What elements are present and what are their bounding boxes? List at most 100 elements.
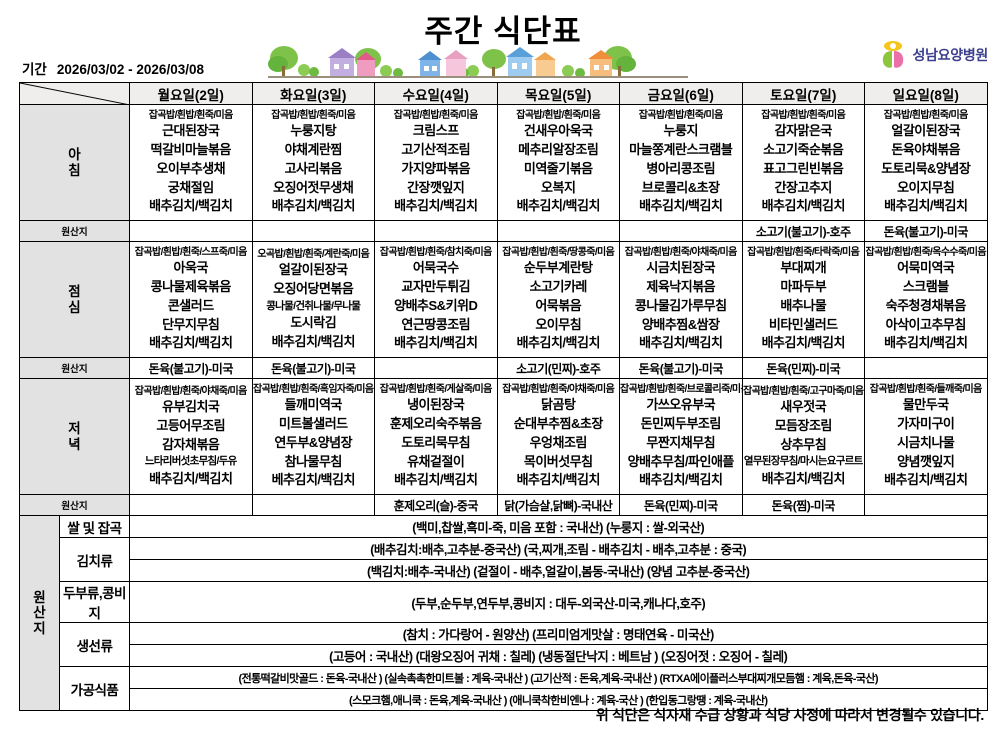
meal-cell-저녁-2[interactable]: 잡곡밥/흰밥/흰죽/게살죽/미음 냉이된장국 훈제오리숙주볶음 도토리묵무침 유채겉절이… bbox=[374, 378, 498, 495]
meal-origin-row-점심: 원산지 돈육(불고기)-미국 돈육(불고기)-미국 소고기(민찌)-호주 돈육(불고기)… bbox=[19, 357, 988, 379]
origin-cell-점심-3: 소고기(민찌)-호주 bbox=[496, 357, 620, 379]
origin-cell-저녁-1 bbox=[251, 494, 375, 516]
dish-item: 배추김치/백김치 bbox=[639, 335, 723, 351]
dish-item: 순두부계란탕 bbox=[523, 260, 593, 276]
dish-item: 배추김치/백김치 bbox=[516, 198, 601, 214]
origin-category: 두부류,콩비지 bbox=[59, 581, 130, 623]
meal-cell-저녁-3[interactable]: 잡곡밥/흰밥/흰죽/야채죽/미음 닭곰탕 순대부추찜&초장 우엉채조림 목이버섯무침 배추… bbox=[496, 378, 620, 495]
day-header-2[interactable]: 수요일(4일) bbox=[374, 82, 498, 105]
dish-item: 순대부추찜&초장 bbox=[513, 416, 604, 432]
origin-category: 가공식품 bbox=[59, 666, 130, 711]
meal-cell-점심-5[interactable]: 잡곡밥/흰밥/흰죽/타락죽/미음 부대찌개 마파두부 배추나물 비타민샐러드 배추김치/백… bbox=[741, 241, 865, 358]
dish-item: 간장깻잎지 bbox=[407, 179, 465, 195]
dish-item: 비타민샐러드 bbox=[768, 316, 838, 332]
village-decoration-icon bbox=[268, 46, 688, 78]
dish-item: 아삭이고추무침 bbox=[885, 316, 967, 332]
meal-cell-아침-5[interactable]: 잡곡밥/흰밥/흰죽/미음 감자맑은국 소고기죽순볶음 표고그린빈볶음 간장고추지 배추김치… bbox=[741, 104, 865, 221]
dish-item: 물만두국 bbox=[902, 397, 949, 413]
origin-detail-row: 생선류 (참치 : 가다랑어 - 원양산) (프리미엄게맛살 : 명태연육 - 미… bbox=[20, 622, 988, 667]
meal-cell-아침-3[interactable]: 잡곡밥/흰밥/흰죽/미음 건새우아욱국 메추리알장조림 미역줄기볶음 오복지 배추김치/백… bbox=[496, 104, 620, 221]
meal-cell-저녁-0[interactable]: 잡곡밥/흰밥/흰죽/야채죽/미음 유부김치국 고등어무조림 감자채볶음 느타리버섯초무침… bbox=[129, 378, 253, 495]
origin-detail-row: (스모크햄,애니쿡 : 돈육,계육-국내산 ) (애니쿡착한비엔나 : 계육-국… bbox=[20, 688, 988, 711]
dish-item: 모듬장조림 bbox=[774, 417, 833, 433]
dish-item: 양념깻잎지 bbox=[897, 453, 955, 469]
origin-text: (배추김치:배추,고추분-중국산) (국,찌개,조림 - 배추김치 - 배추,고… bbox=[129, 537, 988, 560]
dish-item: 미역줄기볶음 bbox=[523, 160, 593, 176]
meal-cell-점심-0[interactable]: 잡곡밥/흰밥/흰죽/스프죽/미음 아욱국 콩나물제육볶음 콘샐러드 단무지무침 배추김치/… bbox=[129, 241, 253, 358]
origin-cell-아침-2 bbox=[374, 220, 498, 242]
meal-cell-아침-1[interactable]: 잡곡밥/흰밥/흰죽/미음 누룽지탕 야채계란찜 고사리볶음 오징어젓무생채 배추김치/백김… bbox=[251, 104, 375, 221]
meal-cell-점심-4[interactable]: 잡곡밥/흰밥/흰죽/야채죽/미음 시금치된장국 제육낙지볶음 콩나물김가루무침 양배추찜… bbox=[619, 241, 743, 358]
rice-options: 잡곡밥/흰밥/흰죽/참치죽/미음 bbox=[379, 246, 493, 258]
rice-options: 잡곡밥/흰밥/흰죽/스프죽/미음 bbox=[134, 246, 248, 258]
dish-item: 제육낙지볶음 bbox=[646, 279, 716, 295]
dish-item: 오이부추생채 bbox=[156, 160, 226, 176]
dish-item: 무짠지채무침 bbox=[646, 434, 716, 450]
dish-item: 브로콜리&초장 bbox=[641, 179, 720, 195]
day-header-3[interactable]: 목요일(5일) bbox=[496, 82, 620, 105]
dish-item: 크림스프 bbox=[412, 123, 459, 139]
rice-options: 잡곡밥/흰밥/흰죽/미음 bbox=[148, 109, 234, 121]
dish-item: 배추김치/백김치 bbox=[149, 198, 233, 214]
meal-cell-아침-4[interactable]: 잡곡밥/흰밥/흰죽/미음 누룽지 마늘쫑계란스크램블 병아리콩조림 브로콜리&초장 배추김… bbox=[619, 104, 743, 221]
day-header-6[interactable]: 일요일(8일) bbox=[864, 82, 988, 105]
corner-cell bbox=[19, 82, 130, 105]
dish-item: 양배추S&키위D bbox=[394, 297, 478, 313]
meal-cell-저녁-6[interactable]: 잡곡밥/흰밥/흰죽/들깨죽/미음 물만두국 가자미구이 시금치나물 양념깻잎지 배추김치/… bbox=[864, 378, 988, 495]
day-header-5[interactable]: 토요일(7일) bbox=[741, 82, 865, 105]
dish-item: 소고기죽순볶음 bbox=[763, 142, 844, 158]
dish-item: 오징어당면볶음 bbox=[273, 280, 354, 296]
rice-options: 잡곡밥/흰밥/흰죽/야채죽/미음 bbox=[502, 383, 615, 395]
dish-item: 가지양파볶음 bbox=[401, 160, 471, 176]
dish-item: 어묵국수 bbox=[412, 260, 459, 276]
origin-cell-아침-1 bbox=[251, 220, 375, 242]
meal-cell-아침-6[interactable]: 잡곡밥/흰밥/흰죽/미음 얼갈이된장국 돈육야채볶음 도토리묵&양념장 오이지무침 배추김… bbox=[864, 104, 988, 221]
origin-cell-저녁-4: 돈육(민찌)-미국 bbox=[619, 494, 743, 516]
period-label: 기간 bbox=[22, 62, 47, 77]
dish-item: 배추김치/백김치 bbox=[394, 472, 478, 488]
dish-item: 소고기카레 bbox=[529, 279, 588, 295]
meal-cell-저녁-4[interactable]: 잡곡밥/흰밥/흰죽/브로콜리죽/미음 가쓰오유부국 돈민찌두부조림 무짠지채무침 양배추… bbox=[619, 378, 743, 495]
dish-item: 아욱국 bbox=[173, 260, 209, 276]
meal-cell-점심-1[interactable]: 오곡밥/흰밥/흰죽/계란죽/미음 얼갈이된장국 오징어당면볶음 콩나물/건취나물/무나… bbox=[251, 241, 375, 358]
meal-cell-점심-6[interactable]: 잡곡밥/흰밥/흰죽/옥수수죽/미음 어묵미역국 스크램블 숙주청경채볶음 아삭이고추무침… bbox=[864, 241, 988, 358]
dish-item: 가쓰오유부국 bbox=[646, 397, 716, 413]
day-header-0[interactable]: 월요일(2일) bbox=[129, 82, 253, 105]
rice-options: 잡곡밥/흰밥/흰죽/들깨죽/미음 bbox=[869, 383, 983, 395]
dish-item: 감자맑은국 bbox=[774, 123, 833, 139]
meal-origin-row-저녁: 원산지 훈제오리(슬)-중국 닭(가슴살,닭뼈)-국내산 돈육(민찌)-미국 돈육(찜)… bbox=[19, 494, 988, 516]
origin-cell-아침-6: 돈육(불고기)-미국 bbox=[864, 220, 988, 242]
hospital-name: 성남요양병원 bbox=[912, 47, 989, 63]
dish-item: 부대찌개 bbox=[780, 260, 827, 276]
dish-item: 누룽지 bbox=[663, 123, 699, 139]
meal-cell-아침-0[interactable]: 잡곡밥/흰밥/흰죽/미음 근대된장국 떡갈비마늘볶음 오이부추생채 궁채절임 배추김치/백… bbox=[129, 104, 253, 221]
origin-detail-row: (고등어 : 국내산) (대왕오징어 귀채 : 칠레) (냉동절단낙지 : 베트… bbox=[20, 644, 988, 667]
dish-item: 느타리버섯초무침/두유 bbox=[144, 455, 238, 468]
dish-item: 메추리알장조림 bbox=[518, 142, 599, 158]
origin-cell-저녁-2: 훈제오리(슬)-중국 bbox=[374, 494, 498, 516]
origin-text: (참치 : 가다랑어 - 원양산) (프리미엄게맛살 : 명태연육 - 미국산) bbox=[129, 622, 988, 645]
meal-cell-저녁-1[interactable]: 잡곡밥/흰밥/흰죽/흑임자죽/미음 들깨미역국 미트볼샐러드 연두부&양념장 참나물무침… bbox=[251, 378, 375, 495]
meal-cell-아침-2[interactable]: 잡곡밥/흰밥/흰죽/미음 크림스프 고기산적조림 가지양파볶음 간장깻잎지 배추김치/백김… bbox=[374, 104, 498, 221]
dish-item: 배추김치/백김치 bbox=[761, 470, 846, 486]
meal-origin-row-아침: 원산지 소고기(불고기)-호주 돈육(불고기)-미국 bbox=[19, 220, 988, 242]
dish-item: 냉이된장국 bbox=[407, 397, 465, 413]
day-header-4[interactable]: 금요일(6일) bbox=[619, 82, 743, 105]
dish-item: 콘샐러드 bbox=[167, 297, 214, 313]
day-header-1[interactable]: 화요일(3일) bbox=[251, 82, 375, 105]
dish-item: 오복지 bbox=[541, 179, 576, 195]
dish-item: 양배추무침/파인애플 bbox=[627, 453, 735, 469]
page-header: 주간 식단표 기간 2026/03/02 - 2026/03/08 bbox=[0, 0, 1006, 82]
meal-cell-저녁-5[interactable]: 잡곡밥/흰밥/흰죽/고구마죽/미음 새우젓국 모듬장조림 상추무침 열무된장무침/마시는… bbox=[741, 378, 865, 495]
dish-item: 감자채볶음 bbox=[162, 436, 220, 452]
dish-item: 도토리묵무침 bbox=[401, 434, 471, 450]
meal-cell-점심-3[interactable]: 잡곡밥/흰밥/흰죽/땅콩죽/미음 순두부계란탕 소고기카레 어묵볶음 오이무침 배추김치/… bbox=[496, 241, 620, 358]
dish-item: 콩나물제육볶음 bbox=[150, 279, 232, 295]
dish-item: 단무지무침 bbox=[162, 316, 220, 332]
meal-cell-점심-2[interactable]: 잡곡밥/흰밥/흰죽/참치죽/미음 어묵국수 교자만두튀김 양배추S&키위D 연근땅콩조림… bbox=[374, 241, 498, 358]
dish-item: 고기산적조림 bbox=[401, 142, 471, 158]
dish-item: 우엉채조림 bbox=[529, 434, 588, 450]
dish-item: 목이버섯무침 bbox=[523, 453, 593, 469]
